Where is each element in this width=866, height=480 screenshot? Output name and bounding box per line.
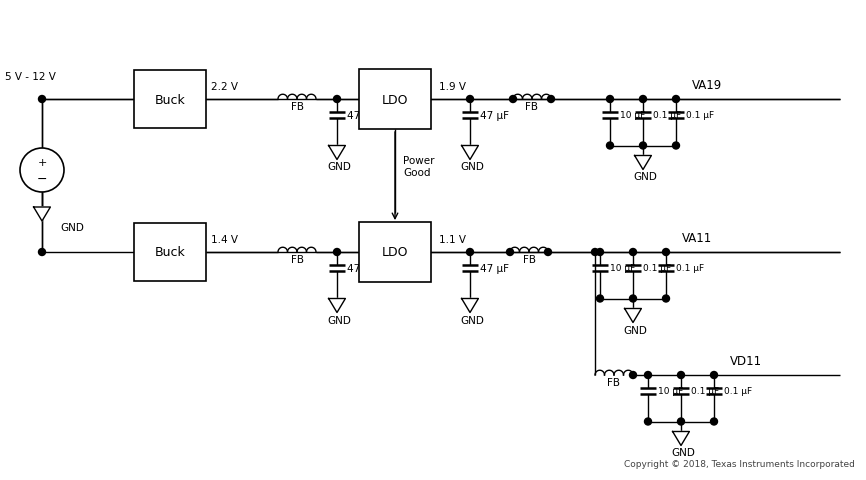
Circle shape bbox=[509, 96, 516, 103]
Circle shape bbox=[591, 249, 598, 256]
Circle shape bbox=[673, 143, 680, 150]
Circle shape bbox=[38, 249, 46, 256]
Circle shape bbox=[662, 249, 669, 256]
Polygon shape bbox=[673, 432, 689, 445]
Text: LDO: LDO bbox=[382, 93, 408, 106]
Text: GND: GND bbox=[460, 162, 484, 172]
Text: Power
Good: Power Good bbox=[403, 156, 435, 178]
Circle shape bbox=[20, 149, 64, 192]
Text: Buck: Buck bbox=[155, 246, 185, 259]
Text: 47 μF: 47 μF bbox=[347, 263, 376, 273]
Text: 0.1 μF: 0.1 μF bbox=[686, 111, 714, 120]
Circle shape bbox=[710, 418, 718, 425]
Text: GND: GND bbox=[671, 447, 695, 457]
Circle shape bbox=[333, 96, 340, 103]
Circle shape bbox=[545, 249, 552, 256]
Circle shape bbox=[644, 372, 651, 379]
Text: −: − bbox=[36, 172, 48, 185]
Circle shape bbox=[677, 418, 684, 425]
Polygon shape bbox=[624, 309, 642, 323]
Text: 0.1 μF: 0.1 μF bbox=[724, 386, 753, 396]
Bar bbox=[359, 223, 431, 282]
Text: 5 V - 12 V: 5 V - 12 V bbox=[5, 72, 56, 82]
Text: GND: GND bbox=[623, 325, 647, 335]
Circle shape bbox=[639, 143, 647, 150]
Circle shape bbox=[507, 249, 514, 256]
Text: VD11: VD11 bbox=[730, 354, 762, 367]
Text: 10 μF: 10 μF bbox=[610, 264, 636, 273]
Polygon shape bbox=[462, 146, 478, 160]
Text: 47 μF: 47 μF bbox=[480, 263, 509, 273]
Text: 1.1 V: 1.1 V bbox=[439, 235, 466, 244]
Circle shape bbox=[630, 295, 637, 302]
Circle shape bbox=[597, 249, 604, 256]
Text: 0.1 μF: 0.1 μF bbox=[691, 386, 719, 396]
Text: GND: GND bbox=[460, 315, 484, 325]
Circle shape bbox=[630, 372, 637, 379]
Text: FB: FB bbox=[522, 254, 535, 264]
Text: Buck: Buck bbox=[155, 93, 185, 106]
Bar bbox=[134, 224, 206, 281]
Polygon shape bbox=[328, 146, 346, 160]
Text: VA11: VA11 bbox=[682, 231, 712, 244]
Text: 10 μF: 10 μF bbox=[620, 111, 645, 120]
Bar bbox=[134, 71, 206, 129]
Text: Copyright © 2018, Texas Instruments Incorporated: Copyright © 2018, Texas Instruments Inco… bbox=[624, 459, 855, 468]
Circle shape bbox=[630, 249, 637, 256]
Circle shape bbox=[606, 143, 613, 150]
Polygon shape bbox=[34, 207, 50, 222]
Circle shape bbox=[644, 418, 651, 425]
Text: GND: GND bbox=[633, 172, 657, 182]
Circle shape bbox=[38, 96, 46, 103]
Text: GND: GND bbox=[327, 162, 351, 172]
Text: FB: FB bbox=[608, 377, 621, 387]
Text: 47 μF: 47 μF bbox=[347, 110, 376, 120]
Polygon shape bbox=[462, 299, 478, 313]
Text: 2.2 V: 2.2 V bbox=[211, 82, 238, 92]
Circle shape bbox=[333, 249, 340, 256]
Circle shape bbox=[673, 96, 680, 103]
Polygon shape bbox=[635, 156, 651, 170]
Text: FB: FB bbox=[290, 254, 303, 264]
Bar bbox=[359, 70, 431, 130]
Text: GND: GND bbox=[60, 223, 84, 232]
Circle shape bbox=[597, 295, 604, 302]
Text: 1.4 V: 1.4 V bbox=[211, 235, 238, 244]
Text: VA19: VA19 bbox=[692, 79, 722, 92]
Text: 47 μF: 47 μF bbox=[480, 110, 509, 120]
Text: GND: GND bbox=[327, 315, 351, 325]
Circle shape bbox=[467, 96, 474, 103]
Circle shape bbox=[547, 96, 554, 103]
Text: 0.1 μF: 0.1 μF bbox=[676, 264, 704, 273]
Polygon shape bbox=[328, 299, 346, 313]
Text: 0.1 μF: 0.1 μF bbox=[643, 264, 671, 273]
Circle shape bbox=[639, 96, 647, 103]
Text: +: + bbox=[37, 157, 47, 168]
Circle shape bbox=[662, 295, 669, 302]
Circle shape bbox=[467, 249, 474, 256]
Text: 0.1 μF: 0.1 μF bbox=[653, 111, 682, 120]
Circle shape bbox=[710, 372, 718, 379]
Text: FB: FB bbox=[526, 102, 539, 112]
Text: FB: FB bbox=[290, 102, 303, 112]
Circle shape bbox=[677, 372, 684, 379]
Text: 10 μF: 10 μF bbox=[658, 386, 683, 396]
Circle shape bbox=[606, 96, 613, 103]
Text: 1.9 V: 1.9 V bbox=[439, 82, 466, 92]
Text: LDO: LDO bbox=[382, 246, 408, 259]
